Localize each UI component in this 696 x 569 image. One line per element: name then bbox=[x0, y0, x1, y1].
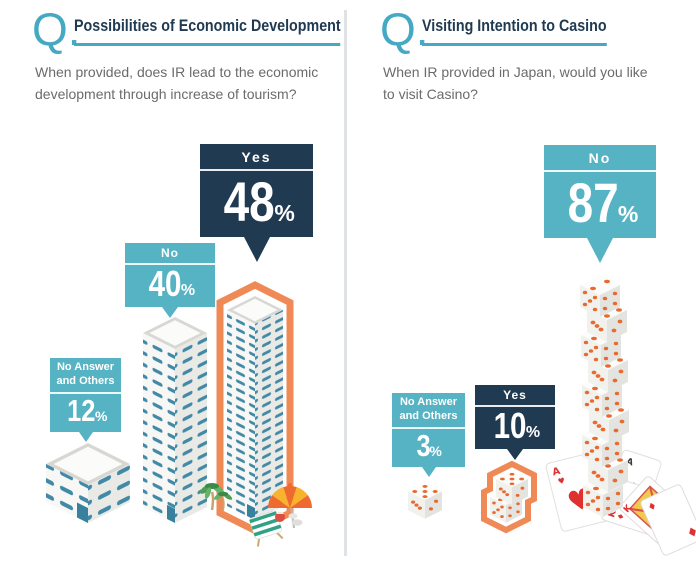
beach-umbrella-icon bbox=[268, 483, 312, 529]
callout-value: 40 bbox=[148, 263, 182, 304]
question-mark-left: Q. bbox=[32, 3, 81, 55]
panel-title-right: Visiting Intention to Casino bbox=[422, 16, 607, 46]
callout-value: 10 bbox=[493, 405, 527, 446]
callout-pointer bbox=[587, 238, 613, 264]
callout-pointer bbox=[78, 431, 93, 442]
panel-divider bbox=[344, 10, 347, 556]
percent-sign: % bbox=[617, 201, 639, 228]
panel-title-left: Possibilities of Economic Development bbox=[74, 16, 341, 46]
callout-pointer bbox=[243, 237, 270, 263]
svg-text:K: K bbox=[607, 508, 619, 519]
callout-no-87: No 87% bbox=[544, 145, 656, 264]
beach-chair-icon bbox=[249, 510, 284, 547]
percent-sign: % bbox=[525, 424, 541, 442]
svg-text:♦: ♦ bbox=[646, 500, 659, 514]
building-icon-tall bbox=[227, 296, 283, 520]
svg-text:♥: ♥ bbox=[557, 476, 566, 486]
callout-label: Yes bbox=[200, 144, 313, 171]
die-single-icon bbox=[408, 483, 442, 519]
callout-label-line1: No Answer bbox=[399, 396, 458, 408]
callout-label: No Answer and Others bbox=[50, 358, 121, 394]
question-text-right: When IR provided in Japan, would you lik… bbox=[383, 64, 648, 102]
callout-label: No Answer and Others bbox=[392, 393, 465, 429]
callout-yes-10: Yes 10% bbox=[475, 385, 555, 461]
svg-text:A: A bbox=[551, 466, 561, 479]
svg-text:♦: ♦ bbox=[616, 512, 627, 522]
callout-label-line2: and Others bbox=[399, 409, 458, 422]
callout-value: 3 bbox=[416, 427, 431, 463]
callout-yes-48: Yes 48% bbox=[200, 144, 313, 263]
callout-no-40: No 40% bbox=[125, 243, 215, 319]
callout-label-line2: and Others bbox=[56, 374, 115, 387]
callout-pointer bbox=[507, 449, 523, 461]
palm-tree-icon bbox=[200, 483, 232, 511]
percent-sign: % bbox=[429, 442, 442, 459]
callout-value: 12 bbox=[66, 392, 95, 428]
callout-no-answer-12: No Answer and Others 12% bbox=[50, 358, 121, 442]
callout-label: No bbox=[544, 145, 656, 172]
svg-text:A: A bbox=[625, 457, 635, 469]
percent-sign: % bbox=[274, 200, 295, 227]
callout-value: 48 bbox=[223, 170, 275, 233]
callout-label: Yes bbox=[475, 385, 555, 407]
percent-sign: % bbox=[180, 282, 196, 300]
question-mark-right: Q. bbox=[380, 3, 429, 55]
callout-label: No bbox=[125, 243, 215, 265]
callout-pointer bbox=[162, 307, 178, 319]
callout-pointer bbox=[421, 466, 436, 477]
callout-label-line1: No Answer bbox=[56, 361, 115, 373]
building-icon-medium bbox=[143, 317, 207, 523]
dice-pair-icon bbox=[490, 471, 528, 523]
percent-sign: % bbox=[95, 407, 108, 424]
svg-text:♦: ♦ bbox=[685, 524, 696, 542]
beach-ball-icon bbox=[275, 512, 303, 526]
callout-no-answer-3: No Answer and Others 3% bbox=[392, 393, 465, 477]
callout-value: 87 bbox=[567, 171, 619, 234]
question-text-left: When provided, does IR lead to the econo… bbox=[35, 64, 319, 102]
dice-pair-highlight-outline bbox=[481, 460, 537, 534]
building-icon-small bbox=[46, 443, 130, 523]
